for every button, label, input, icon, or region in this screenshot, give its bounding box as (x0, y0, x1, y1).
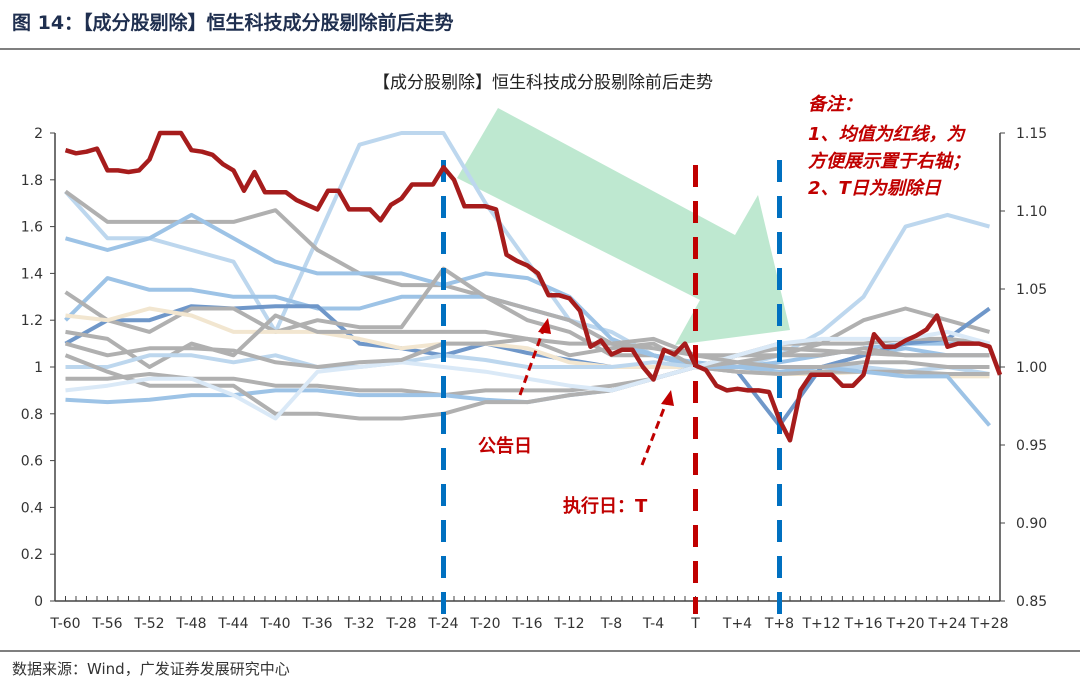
right-tick-label: 0.90 (1016, 516, 1047, 532)
announce-label: 公告日 (478, 435, 532, 457)
constituent-line (65, 329, 991, 421)
x-tick-label: T-44 (217, 616, 248, 632)
constituent-line (65, 365, 990, 398)
right-tick-label: 1.00 (1016, 360, 1047, 376)
right-tick-label: 1.15 (1016, 126, 1047, 142)
note-line: 方便展示置于右轴； (808, 151, 970, 172)
chart-title: 【成分股剔除】恒生科技成分股剔除前后走势 (373, 73, 713, 93)
x-tick-label: T-60 (49, 616, 80, 632)
x-tick-label: T-20 (469, 616, 500, 632)
constituent-line (64, 266, 990, 358)
left-tick-label: 1.8 (21, 173, 43, 189)
x-tick-label: T-40 (259, 616, 290, 632)
right-tick-label: 0.85 (1016, 594, 1047, 610)
constituent-line (64, 131, 991, 369)
x-tick-label: T-36 (301, 616, 332, 632)
x-tick-label: T (690, 616, 700, 632)
bottom-rule (0, 650, 1080, 652)
chart: 【成分股剔除】恒生科技成分股剔除前后走势 0 0.2 0.4 0.6 0.8 1 1.2 1.… (21, 73, 1047, 632)
x-tick-label: T+24 (927, 616, 966, 632)
x-tick-label: T+20 (885, 616, 924, 632)
execute-arrow (640, 397, 670, 466)
x-tick-label: T+16 (843, 616, 882, 632)
left-tick-label: 0.4 (21, 500, 43, 516)
x-tick-label: T-28 (385, 616, 416, 632)
right-tick-label: 1.05 (1016, 282, 1047, 298)
constituent-line (64, 189, 991, 369)
left-tick-label: 0.2 (21, 547, 43, 563)
x-tick-label: T-24 (427, 616, 458, 632)
right-tick-label: 1.10 (1016, 204, 1047, 220)
x-tick-label: T-4 (642, 616, 664, 632)
mean-line (64, 130, 1003, 443)
x-tick-label: T-52 (133, 616, 164, 632)
x-tick-label: T-32 (343, 616, 374, 632)
announce-arrowhead (538, 318, 551, 334)
left-tick-label: 0 (34, 594, 43, 610)
note-title: 备注： (808, 94, 862, 115)
left-tick-label: 1.4 (21, 266, 43, 282)
left-tick-label: 1.6 (21, 220, 43, 236)
x-tick-label: T-16 (511, 616, 542, 632)
figure-title: 图 14：【成分股剔除】恒生科技成分股剔除前后走势 (12, 12, 454, 34)
left-tick-label: 2 (34, 126, 43, 142)
note-line: 2、T日为剔除日 (808, 178, 942, 199)
top-rule (0, 48, 1080, 50)
x-tick-label: T-12 (553, 616, 584, 632)
trend-arrow (457, 108, 790, 345)
x-tick-label: T+8 (764, 616, 794, 632)
left-tick-label: 1 (34, 360, 43, 376)
left-tick-label: 0.8 (21, 407, 43, 423)
source-note: 数据来源：Wind，广发证券发展研究中心 (12, 660, 290, 678)
constituent-line (64, 346, 990, 421)
constituent-line (64, 336, 990, 369)
right-tick-label: 0.95 (1016, 438, 1047, 454)
execute-label: 执行日：T (563, 495, 648, 517)
note-line: 1、均值为红线，为 (808, 124, 967, 145)
x-tick-label: T-48 (175, 616, 206, 632)
x-tick-label: T-8 (600, 616, 622, 632)
x-tick-label: T+12 (801, 616, 840, 632)
x-tick-label: T+28 (969, 616, 1008, 632)
left-tick-label: 0.6 (21, 454, 43, 470)
x-tick-label: T-56 (91, 616, 122, 632)
announce-arrow (518, 324, 547, 396)
left-tick-label: 1.2 (21, 313, 43, 329)
x-tick-label: T+4 (722, 616, 752, 632)
execute-arrowhead (661, 390, 674, 406)
